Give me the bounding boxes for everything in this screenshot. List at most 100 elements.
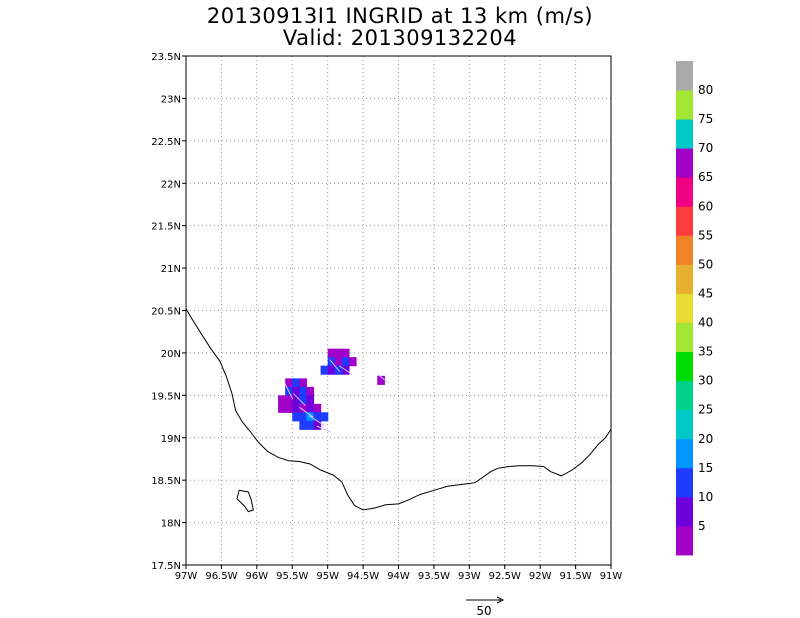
scale-arrow-label: 50: [476, 604, 491, 618]
wind-cell: [313, 403, 322, 413]
valid-time: Valid: 201309132204: [282, 26, 518, 50]
wind-cell: [299, 386, 308, 396]
wind-cell: [348, 357, 357, 367]
wind-cell: [292, 395, 300, 405]
wind-cell: [320, 412, 329, 422]
colorbar-bin: [676, 525, 693, 556]
colorbar-bin: [676, 264, 693, 294]
map-title: 20130913I1 INGRID at 13 km (m/s): [206, 4, 594, 28]
tick-label-lat: 17.5N: [151, 561, 181, 572]
wind-cell: [299, 412, 308, 422]
wind-cell: [341, 348, 350, 358]
colorbar-bin: [676, 322, 693, 352]
wind-cell: [313, 412, 322, 422]
coastline-path: [185, 308, 612, 511]
coastline: [185, 308, 612, 513]
tick-label-lat: 21N: [161, 264, 181, 275]
tick-label-lon: 97W: [175, 571, 198, 582]
colorbar-bin: [676, 380, 693, 411]
tick-label-lat: 23.5N: [151, 52, 181, 63]
wind-cell: [292, 412, 300, 422]
wind-cell: [377, 375, 385, 385]
wind-cell: [285, 378, 293, 388]
tick-label-lat: 19.5N: [151, 391, 181, 402]
colorbar-bin: [676, 90, 693, 120]
wind-cell: [299, 395, 308, 405]
colorbar-label: 70: [698, 141, 713, 155]
tick-label-lon: 92W: [529, 571, 552, 582]
colorbar-bin: [676, 293, 693, 323]
colorbar-bin: [676, 467, 693, 498]
lake-outline: [236, 489, 254, 513]
wind-cell: [334, 357, 343, 367]
wind-cell: [306, 420, 315, 430]
tick-label-lat: 18N: [161, 519, 181, 530]
colorbar-label: 35: [698, 345, 713, 359]
tick-label-lat: 18.5N: [151, 476, 181, 487]
colorbar: 5 10 15 20 25 30 35 40 45 50 55 60 65 70 75 80: [676, 61, 713, 556]
colorbar-bin: [676, 438, 693, 469]
wind-cell: [313, 420, 322, 430]
wind-vector: [292, 393, 306, 406]
colorbar-label: 65: [698, 170, 713, 184]
colorbar-label: 15: [698, 461, 713, 475]
wind-cell: [278, 395, 286, 405]
colorbar-label: 5: [698, 519, 706, 533]
axis-ticks: 97W 96.5W 96W 95.5W 95W 94.5W 94W 93.5W 93W 92.5W…: [151, 52, 622, 582]
wind-cell: [341, 357, 350, 367]
wind-cell: [306, 403, 315, 413]
wind-vector: [299, 406, 314, 418]
wind-vector: [284, 382, 294, 400]
colorbar-bin: [676, 496, 693, 527]
tick-label-lat: 22N: [161, 179, 181, 190]
wind-cell: [299, 420, 308, 430]
wind-vector: [329, 359, 341, 372]
tick-label-lon: 96W: [246, 571, 269, 582]
wind-cell: [285, 403, 293, 413]
wind-cell: [327, 348, 336, 358]
colorbar-bin: [676, 177, 693, 207]
wind-vector: [339, 365, 352, 375]
colorbar-label: 60: [698, 199, 713, 213]
wind-field: [278, 348, 389, 433]
wind-vector: [308, 415, 326, 427]
wind-cell: [299, 378, 308, 388]
colorbar-bin: [676, 206, 693, 236]
tick-label-lon: 91.5W: [560, 571, 592, 582]
colorbar-label: 30: [698, 374, 713, 388]
colorbar-bin: [676, 119, 693, 149]
wind-cell: [334, 348, 343, 358]
colorbar-label: 45: [698, 286, 713, 300]
wind-cell: [292, 378, 300, 388]
wind-vector: [377, 373, 389, 383]
tick-label-lat: 22.5N: [151, 137, 181, 148]
tick-label-lat: 20.5N: [151, 307, 181, 318]
scale-arrow-group: 50: [466, 596, 505, 618]
tick-label-lon: 95W: [316, 571, 339, 582]
colorbar-label: 80: [698, 83, 713, 97]
tick-label-lat: 20N: [161, 349, 181, 360]
wind-vector: [316, 425, 332, 433]
wind-cell: [292, 403, 300, 413]
colorbar-label: 40: [698, 316, 713, 330]
wind-cell: [306, 395, 315, 405]
tick-label-lon: 96.5W: [205, 571, 237, 582]
tick-label-lon: 94W: [387, 571, 410, 582]
colorbar-label: 25: [698, 403, 713, 417]
scale-arrowhead: [496, 596, 505, 604]
colorbar-label: 20: [698, 432, 713, 446]
colorbar-label: 50: [698, 257, 713, 271]
colorbar-label: 55: [698, 228, 713, 242]
tick-label-lon: 94.5W: [347, 571, 379, 582]
colorbar-bin: [676, 61, 693, 91]
tick-label-lat: 23N: [161, 94, 181, 105]
tick-label-lon: 91W: [600, 571, 623, 582]
colorbar-bin: [676, 351, 693, 382]
colorbar-label: 10: [698, 490, 713, 504]
colorbar-bin: [676, 409, 693, 440]
wind-cell: [292, 386, 300, 396]
gridlines: [186, 56, 611, 565]
wind-cell: [278, 403, 286, 413]
wind-cell: [285, 395, 293, 405]
